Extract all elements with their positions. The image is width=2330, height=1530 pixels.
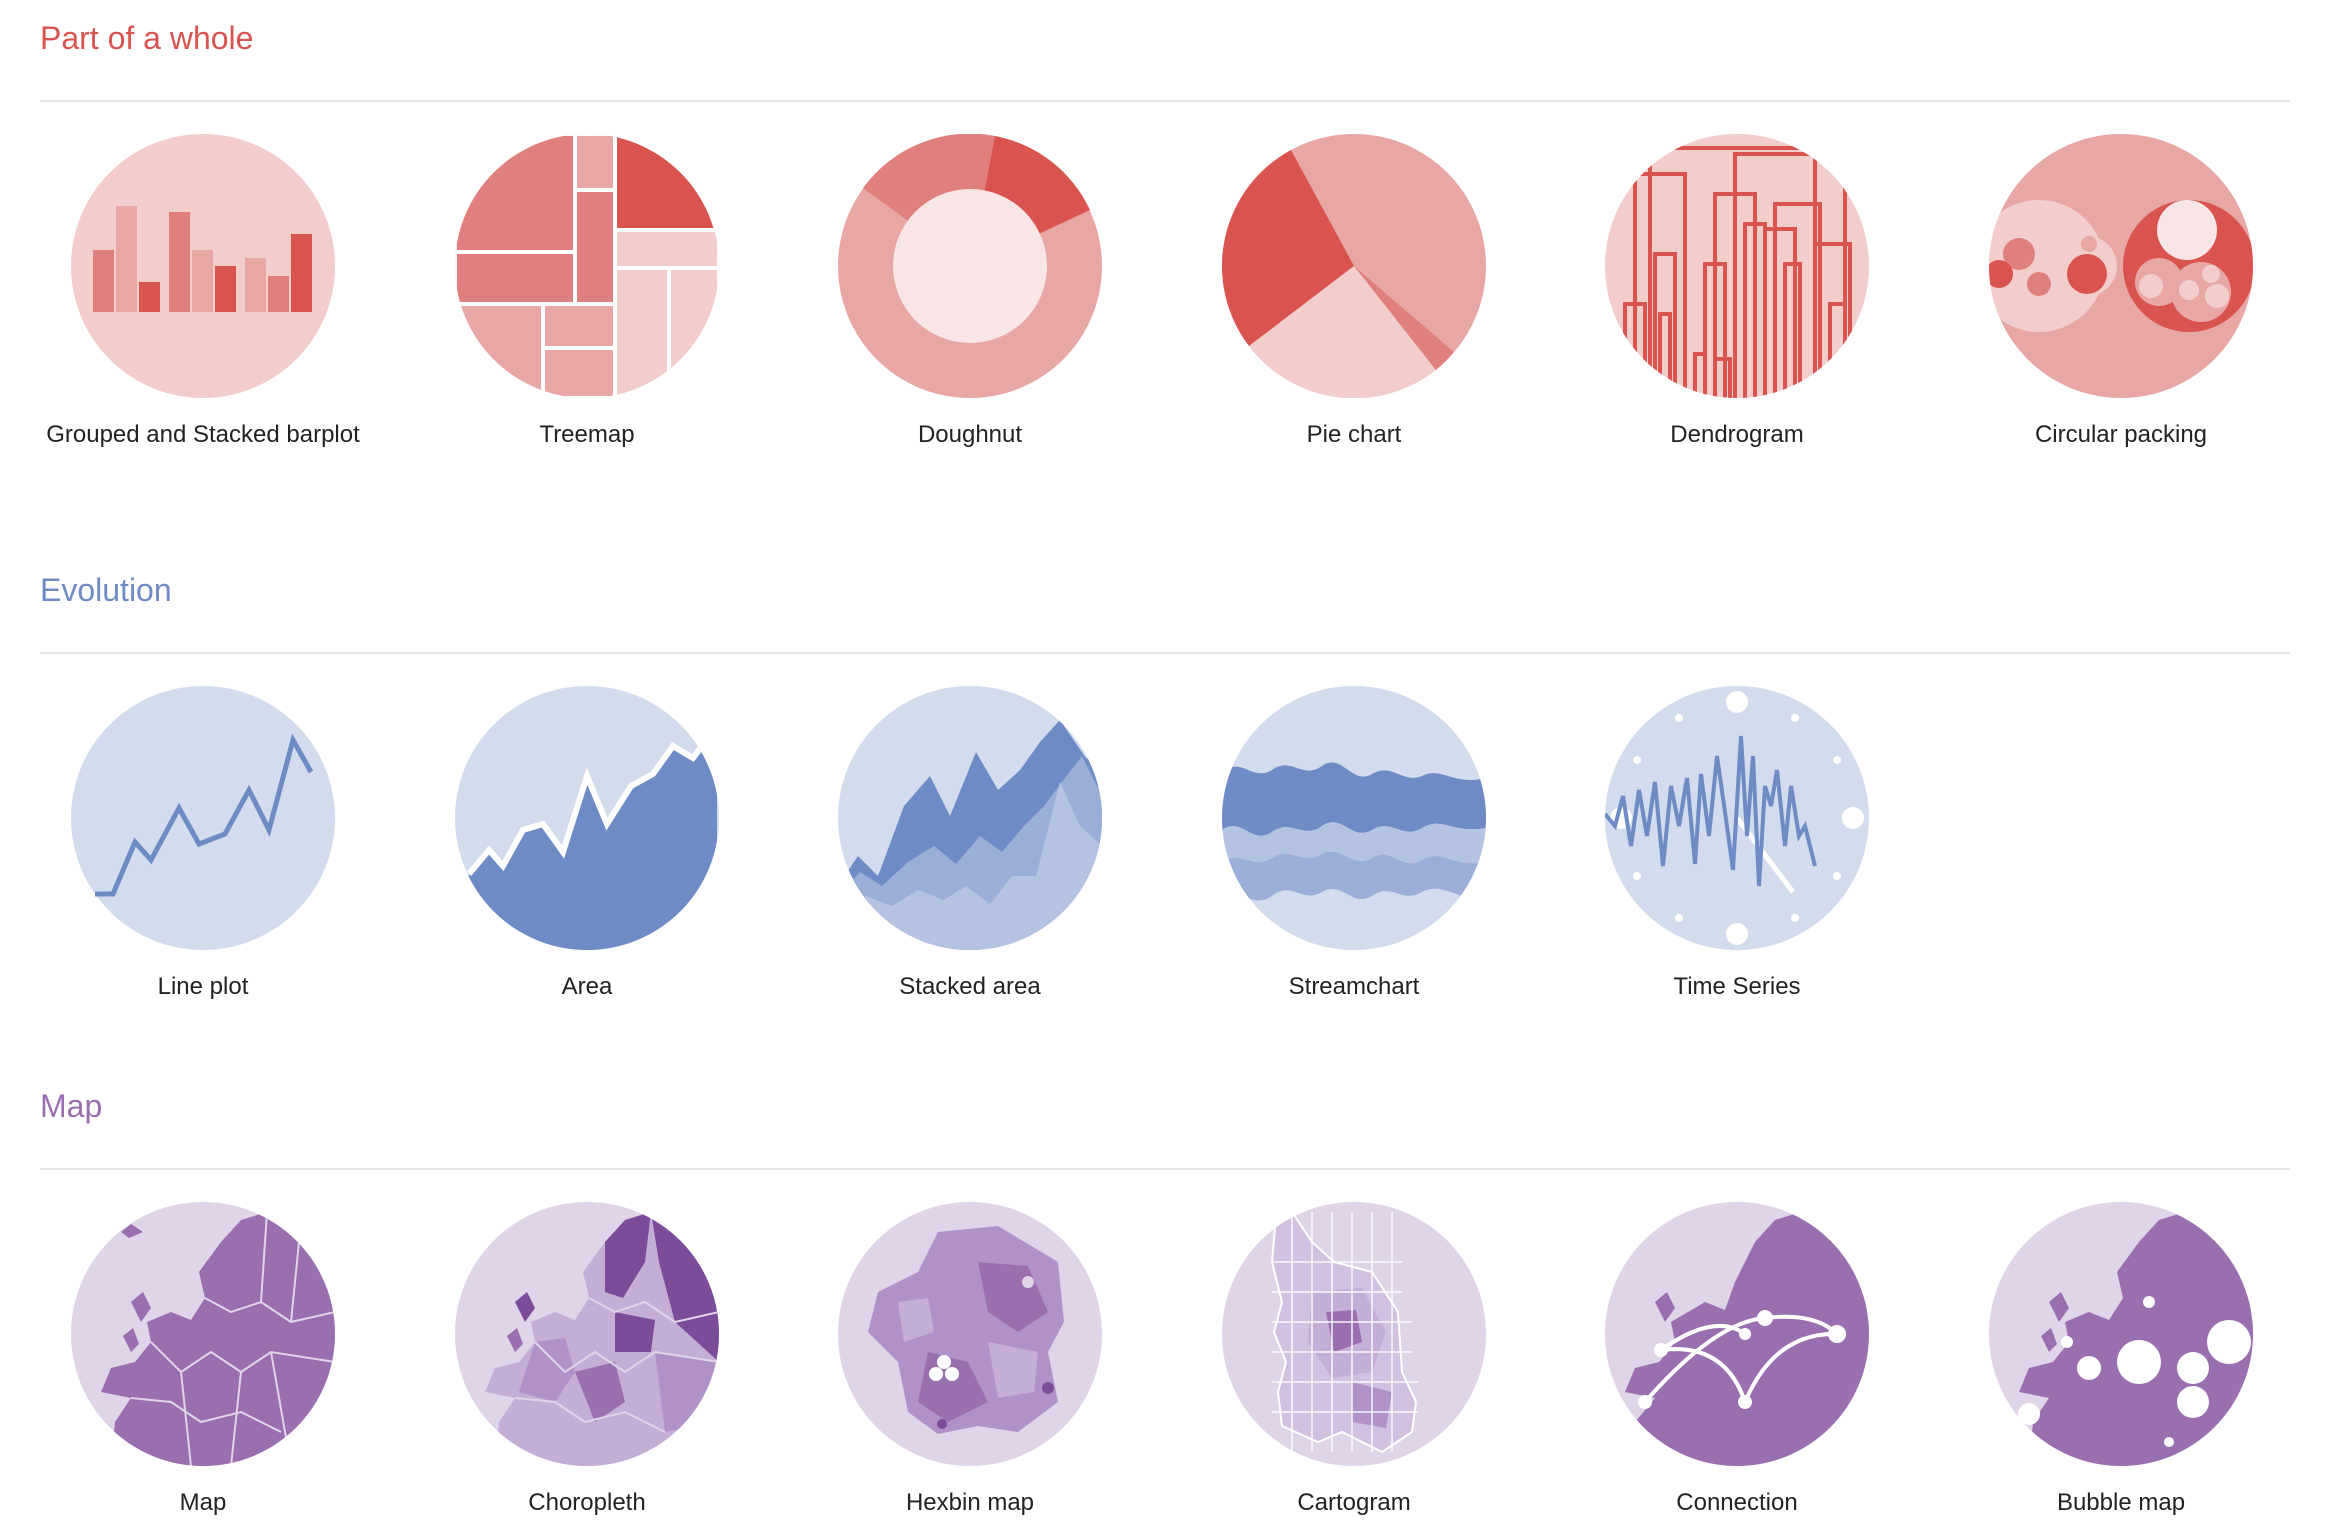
bubble-map-icon bbox=[1989, 1202, 2253, 1466]
line-plot-icon bbox=[71, 686, 335, 950]
pie-chart-icon bbox=[1222, 134, 1486, 398]
chart-card-label: Bubble map bbox=[2056, 1489, 2186, 1516]
section-divider bbox=[40, 652, 2290, 654]
chart-card-label: Line plot bbox=[157, 973, 249, 1000]
hexbin-map-icon bbox=[838, 1202, 1102, 1466]
section-divider bbox=[40, 1168, 2290, 1170]
section-title: Map bbox=[40, 1088, 103, 1124]
chart-card-label: Connection bbox=[1676, 1489, 1798, 1516]
streamchart-icon bbox=[1222, 686, 1486, 950]
area-icon bbox=[455, 686, 719, 950]
circular-packing-icon bbox=[1989, 134, 2253, 398]
chart-card-label: Pie chart bbox=[1306, 421, 1402, 448]
choropleth-icon bbox=[455, 1202, 719, 1466]
section-title: Part of a whole bbox=[40, 20, 254, 56]
chart-card-label: Doughnut bbox=[917, 421, 1023, 448]
cartogram-icon bbox=[1222, 1202, 1486, 1466]
chart-card-label: Time Series bbox=[1673, 973, 1801, 1000]
chart-card-label: Hexbin map bbox=[905, 1489, 1035, 1516]
chart-card-label: Cartogram bbox=[1297, 1489, 1411, 1516]
chart-card-label: Stacked area bbox=[899, 973, 1041, 1000]
chart-card-label: Streamchart bbox=[1288, 973, 1420, 1000]
chart-card-label: Area bbox=[561, 973, 613, 1000]
stacked-area-icon bbox=[838, 686, 1102, 950]
map-icon bbox=[71, 1202, 335, 1466]
time-series-icon bbox=[1605, 686, 1869, 950]
treemap-icon bbox=[455, 134, 719, 398]
connection-icon bbox=[1605, 1202, 1869, 1466]
grouped-stacked-barplot-icon bbox=[71, 134, 335, 398]
chart-card-label: Circular packing bbox=[2034, 421, 2208, 448]
chart-card-label: Treemap bbox=[539, 421, 635, 448]
doughnut-icon bbox=[838, 134, 1102, 398]
chart-card-label: Choropleth bbox=[528, 1489, 646, 1516]
chart-card-label: Grouped and Stacked barplot bbox=[46, 421, 360, 448]
chart-card-label: Dendrogram bbox=[1670, 421, 1804, 448]
section-divider bbox=[40, 100, 2290, 102]
section-title: Evolution bbox=[40, 572, 172, 608]
dendrogram-icon bbox=[1605, 134, 1869, 398]
chart-card-label: Map bbox=[179, 1489, 227, 1516]
